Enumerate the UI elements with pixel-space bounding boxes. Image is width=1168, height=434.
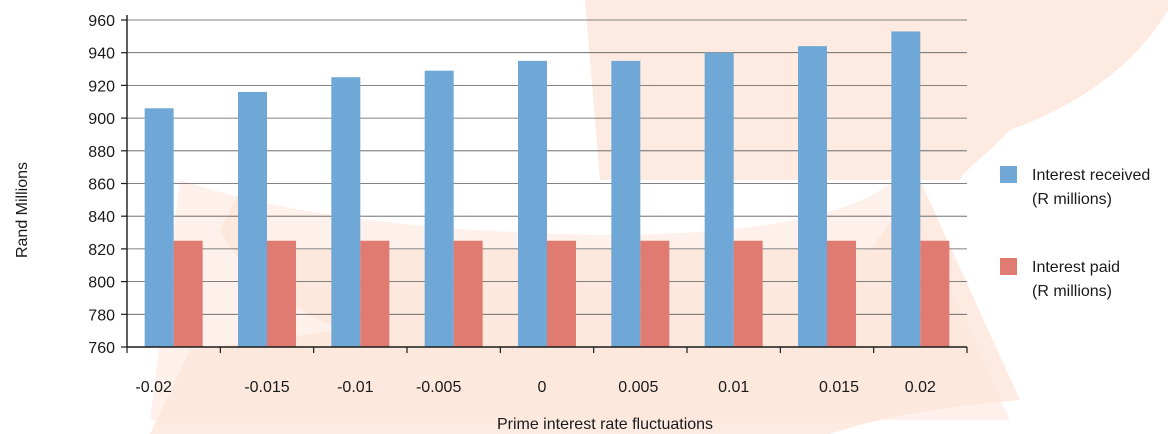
legend: Interest received (R millions) Interest pa… — [1000, 166, 1150, 300]
x-tick-label: -0.015 — [244, 379, 289, 396]
bar-interest-received — [238, 91, 267, 347]
y-tick-label: 800 — [88, 275, 115, 292]
bar-interest-paid — [640, 240, 670, 347]
bar-interest-received — [331, 77, 361, 347]
legend-label: Interest paid — [1032, 259, 1120, 276]
y-tick-label: 780 — [88, 307, 115, 324]
y-tick-label: 880 — [88, 144, 115, 161]
legend-swatch-interest-paid — [1000, 258, 1017, 275]
bar-interest-paid — [267, 240, 296, 347]
y-tick-label: 820 — [88, 242, 115, 259]
bar-interest-paid — [173, 240, 203, 347]
bar-interest-received — [704, 52, 734, 347]
y-tick-label: 860 — [88, 177, 115, 194]
x-tick-label: 0.01 — [718, 379, 749, 396]
x-axis-title: Prime interest rate fluctuations — [497, 416, 713, 433]
x-tick-label: -0.02 — [135, 379, 172, 396]
bar-interest-received — [891, 31, 921, 347]
y-tick-label: 760 — [88, 340, 115, 357]
bar-interest-paid — [733, 240, 763, 347]
bar-interest-paid — [920, 240, 950, 347]
bar-interest-paid — [360, 240, 390, 347]
legend-swatch-interest-received — [1000, 166, 1017, 183]
x-tick-label: -0.01 — [337, 379, 374, 396]
bar-interest-received — [518, 60, 547, 347]
watermark-mid-band — [150, 175, 1010, 420]
bar-interest-received — [611, 60, 641, 347]
y-tick-label: 940 — [88, 46, 115, 63]
background-watermark — [150, 0, 1168, 434]
x-tick-label: 0.015 — [819, 379, 859, 396]
x-tick-label: 0.02 — [905, 379, 936, 396]
legend-label: (R millions) — [1032, 191, 1112, 208]
bars — [144, 31, 950, 347]
y-tick-label: 900 — [88, 111, 115, 128]
bar-interest-received — [144, 108, 174, 347]
x-tick-labels: -0.02 -0.015 -0.01 -0.005 0 0.005 0.01 0.015 0.0… — [135, 379, 936, 396]
watermark-top-shape — [585, 0, 1168, 180]
x-tick-label: 0.005 — [618, 379, 658, 396]
bar-interest-received — [798, 46, 827, 347]
y-tick-label: 840 — [88, 209, 115, 226]
x-tick-label: 0 — [538, 379, 547, 396]
y-tick-label: 960 — [88, 13, 115, 30]
y-tick-labels: 760 780 800 820 840 860 880 900 920 940 960 — [88, 13, 115, 357]
y-axis-title: Rand Millions — [14, 162, 31, 258]
legend-label: (R millions) — [1032, 283, 1112, 300]
bar-interest-paid — [827, 240, 856, 347]
legend-label: Interest received — [1032, 167, 1150, 184]
bar-interest-paid — [453, 240, 483, 347]
bar-interest-paid — [547, 240, 576, 347]
y-tick-label: 920 — [88, 78, 115, 95]
axes — [126, 15, 968, 353]
x-tick-label: -0.005 — [416, 379, 461, 396]
bar-interest-received — [424, 70, 454, 347]
